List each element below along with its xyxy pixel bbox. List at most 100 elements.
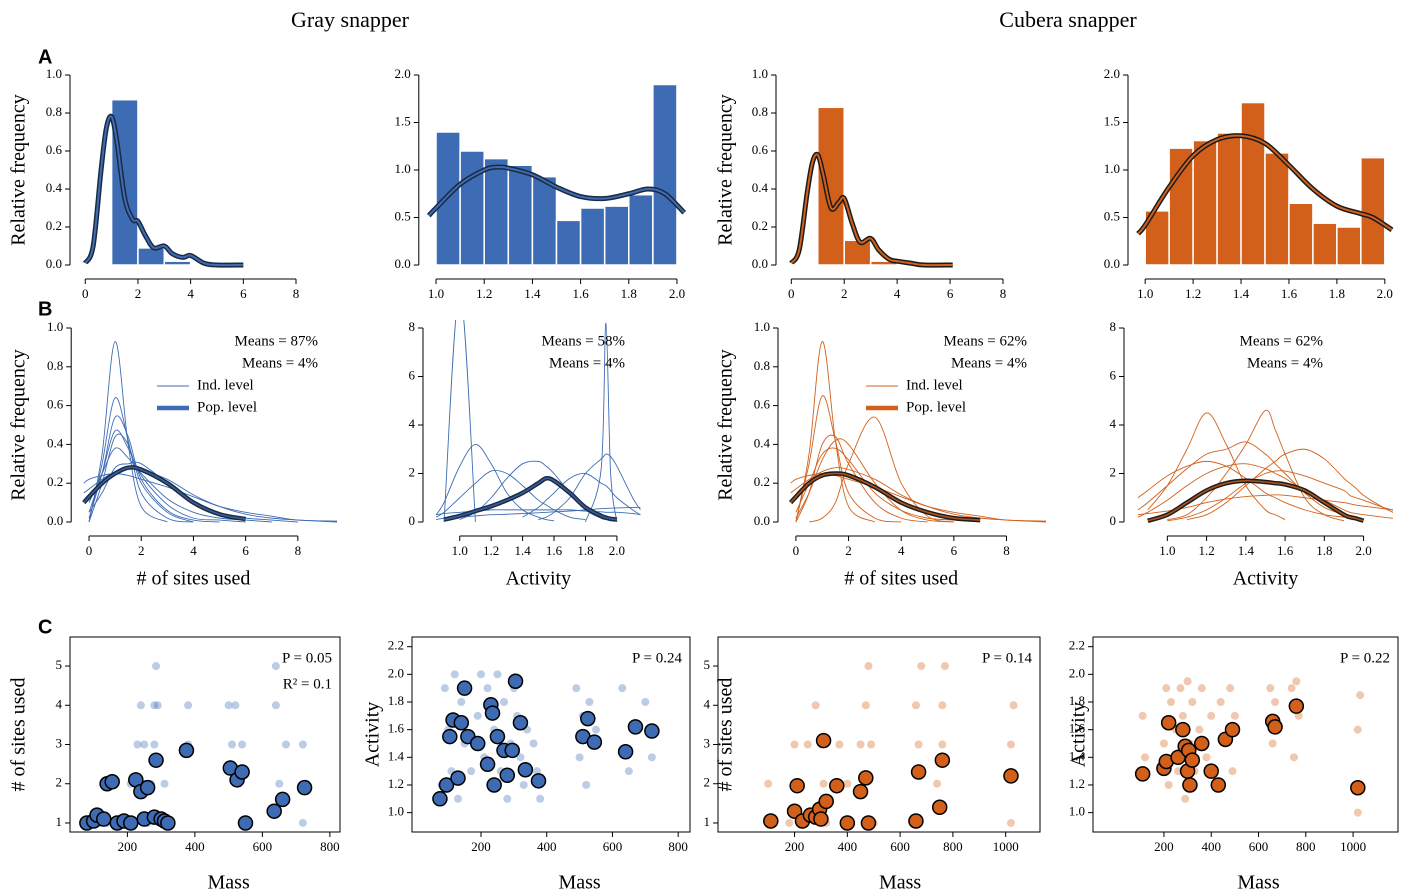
ind-line [1137,494,1393,516]
y-tick-label: 0.4 [47,435,64,450]
x-axis-label: Activity [506,568,572,590]
mean-point [1224,721,1241,738]
mean-point [934,752,951,768]
legend-label: Pop. level [906,399,966,415]
x-tick-label: 1.4 [514,543,531,558]
y-tick-label: 0.2 [46,218,62,233]
x-tick-label: 0 [788,286,795,301]
x-tick-label: 1.2 [476,286,492,301]
ind-line [1147,412,1286,520]
obs-point [238,740,247,749]
x-axis-label: # of sites used [844,568,958,590]
mean-point [813,811,829,827]
obs-point [856,740,865,749]
obs-point [861,701,870,710]
obs-point [582,780,591,789]
obs-point [1009,701,1018,710]
mean-point [96,811,112,827]
x-tick-label: 1.0 [452,543,468,558]
mean-point [507,673,524,690]
obs-point [914,740,923,749]
x-tick-label: 2.0 [1355,543,1371,558]
x-tick-label: 1.2 [1198,543,1214,558]
obs-point [933,779,942,788]
obs-point [1178,711,1187,720]
mean-point [450,770,466,786]
ind-line [790,473,1046,522]
mean-point [504,742,520,759]
x-tick-label: 4 [190,543,197,558]
y-tick-label: 1.0 [1069,804,1085,819]
mean-point [617,744,634,760]
mean-point [586,734,603,750]
obs-point [519,780,528,789]
y-tick-label: 0.5 [1104,208,1120,223]
x-tick-label: 1.0 [1137,286,1153,301]
mean-point [931,799,948,816]
x-tick-label: 2.0 [1377,286,1393,301]
x-tick-label: 4 [894,286,901,301]
mean-point [123,815,139,831]
obs-point [764,779,773,788]
mean-point [432,791,448,807]
y-tick-label: 0.4 [752,180,769,195]
mean-point [442,728,458,745]
y-tick-label: 0.2 [754,474,770,489]
x-tick-label: 800 [668,839,688,854]
obs-point [1216,698,1225,706]
obs-point [803,740,812,749]
y-tick-label: 1.4 [388,748,405,763]
ind-line [83,473,337,522]
x-tick-label: 1.4 [1238,543,1255,558]
y-tick-label: 6 [1110,367,1117,382]
bar [652,83,678,266]
mean-point [1184,752,1201,768]
plot-frame [1092,636,1399,833]
y-tick-label: 0.4 [46,180,63,195]
y-tick-label: 0.2 [47,474,63,489]
annotation: Means = 4% [1247,355,1323,371]
obs-point [843,779,852,788]
mean-point [908,813,924,829]
y-tick-label: 0.5 [395,208,411,223]
obs-point [917,662,926,671]
bar [1312,222,1338,266]
x-tick-label: 1.6 [1277,543,1294,558]
kde-line [84,115,244,267]
obs-point [467,767,476,776]
mean-point [148,752,164,768]
y-tick-label: 0.0 [752,256,768,271]
annotation: Means = 58% [542,333,625,349]
ind-line [83,467,337,523]
y-axis-label: Activity [362,702,384,768]
y-tick-label: 5 [704,657,711,672]
mean-point [1210,777,1227,793]
obs-point [150,740,159,749]
y-tick-label: 4 [1110,416,1117,431]
mean-point [499,767,516,784]
bar [1336,226,1362,266]
obs-point [1138,711,1147,720]
obs-point [592,725,601,734]
obs-point [624,767,633,776]
mean-point [627,719,644,735]
mean-point [852,783,869,800]
ind-line [88,447,272,523]
obs-point [1188,698,1197,706]
ind-line [585,322,618,523]
obs-point [483,684,492,693]
x-tick-label: 1000 [993,839,1019,854]
bar [843,239,872,266]
x-tick-label: 2.0 [669,286,685,301]
x-tick-label: 400 [537,839,557,854]
y-tick-label: 1 [704,814,711,829]
x-tick-label: 200 [118,839,138,854]
ind-line [795,438,954,523]
obs-point [493,670,502,679]
mean-point [1267,719,1283,735]
bar [435,131,461,266]
x-tick-label: 1.4 [524,286,541,301]
obs-point [1292,677,1301,686]
bar [817,106,845,266]
obs-point [938,740,947,749]
